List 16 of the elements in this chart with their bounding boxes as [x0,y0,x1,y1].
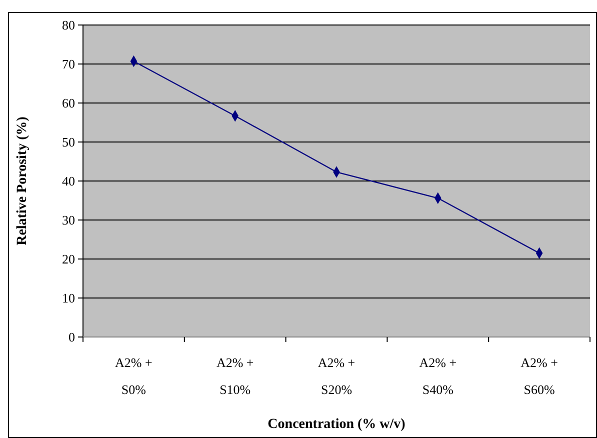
y-tick-label: 60 [62,96,75,111]
x-tick-label: A2% + S60% [520,355,558,397]
x-tick-label: A2% + S0% [115,355,152,397]
y-axis-title: Relative Porosity (%) [15,116,30,246]
y-tick-label: 0 [68,330,75,345]
y-tick-label: 10 [62,290,75,306]
x-tick-label: A2% + S40% [419,355,457,397]
y-tick-label: 30 [62,212,75,228]
y-tick-label: 80 [62,18,75,33]
y-tick-label: 40 [62,174,75,189]
y-tick-label: 20 [62,252,75,267]
y-tick-label: 70 [62,56,75,72]
y-tick-label: 50 [62,134,75,150]
x-tick-label: A2% + S10% [216,355,254,397]
x-tick-label: A2% + S20% [318,355,356,397]
x-axis-title: Concentration (% w/v) [268,417,406,432]
